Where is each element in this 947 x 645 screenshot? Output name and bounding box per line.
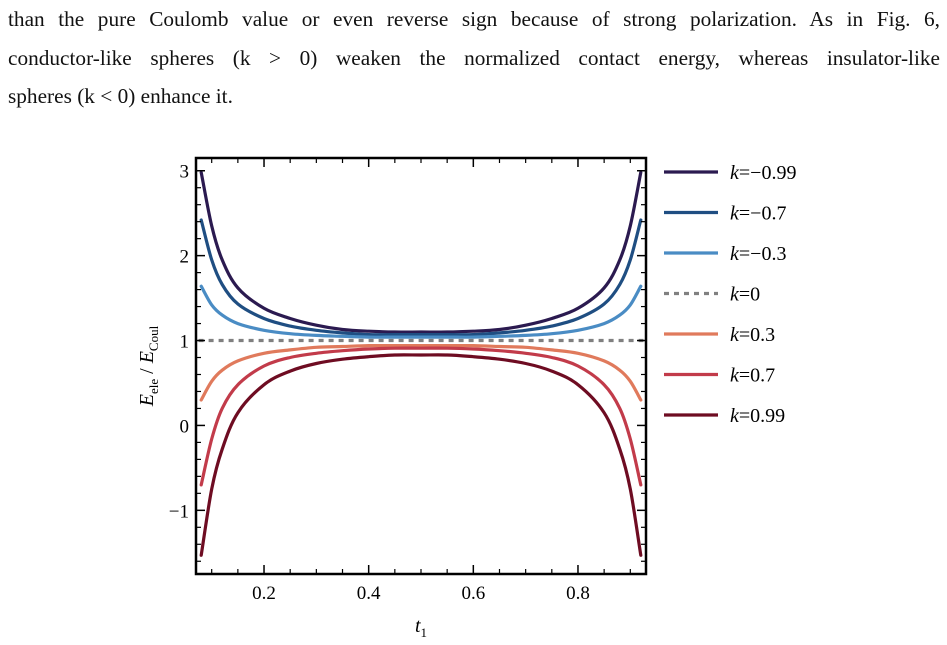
y-tick-label: 3 — [180, 162, 190, 183]
paragraph-line-2: conductor-like spheres (k > 0) weaken th… — [8, 45, 940, 70]
paragraph-line-3: spheres (k < 0) enhance it. — [8, 84, 233, 108]
legend-label-6: k=0.99 — [730, 405, 785, 427]
x-tick-label: 0.6 — [461, 583, 485, 604]
series-line-0 — [199, 170, 643, 334]
legend-label-0: k=−0.99 — [730, 162, 796, 184]
legend-label-1: k=−0.7 — [730, 203, 786, 225]
x-tick-label: 0.2 — [252, 583, 276, 604]
series-line-2 — [199, 284, 643, 339]
series-line-5 — [199, 346, 643, 487]
legend-label-2: k=−0.3 — [730, 243, 786, 265]
body-paragraph: than the pure Coulomb value or even reve… — [8, 0, 940, 116]
chart-legend: k=−0.99 k=−0.7 k=−0.3 k=0 k=0.3 k=0.7 k=0.99 — [664, 162, 796, 427]
legend-label-5: k=0.7 — [730, 365, 775, 387]
y-axis-label: Eele / ECoul — [136, 325, 161, 407]
series-line-4 — [199, 343, 643, 402]
series-line-6 — [199, 353, 643, 557]
legend-label-3: k=0 — [730, 284, 760, 306]
y-tick-label: 1 — [180, 332, 190, 353]
chart-series-group — [198, 170, 644, 557]
y-tick-label: 2 — [180, 247, 190, 268]
series-line-1 — [199, 218, 643, 337]
axis-tick-labels: 0.2 0.4 0.6 0.8 −1 0 1 2 3 — [169, 162, 590, 604]
legend-label-4: k=0.3 — [730, 324, 775, 346]
y-tick-label: −1 — [169, 501, 189, 522]
paragraph-line-1: than the pure Coulomb value or even reve… — [8, 7, 940, 31]
y-tick-label: 0 — [180, 416, 190, 437]
x-tick-label: 0.8 — [566, 583, 590, 604]
axis-ticks — [196, 158, 646, 574]
x-tick-label: 0.4 — [357, 583, 381, 604]
x-axis-label: t1 — [415, 615, 427, 640]
